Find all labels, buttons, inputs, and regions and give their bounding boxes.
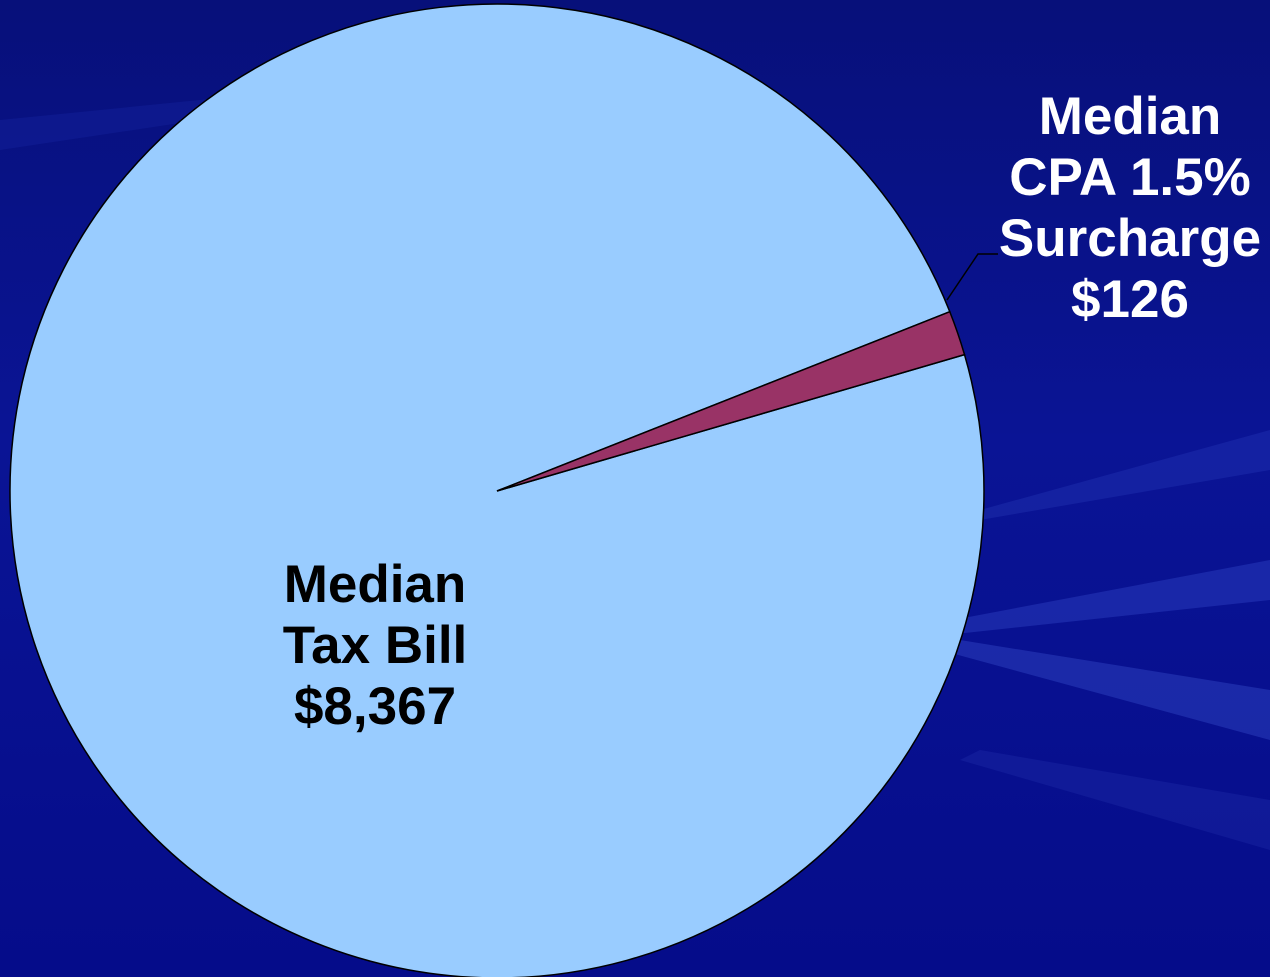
cpa-label-line-3: Surcharge [998,209,1262,268]
cpa-surcharge-slice [496,310,966,492]
cpa-surcharge-data-label: Median CPA 1.5% Surcharge $126 [990,86,1270,330]
tax-label-line-1: Median [283,555,467,614]
tax-label-line-2: Tax Bill [282,616,468,675]
cpa-label-leader-line [946,253,998,301]
cpa-label-line-2: CPA 1.5% [1009,148,1251,207]
tax-bill-data-label: Median Tax Bill $8,367 [240,554,510,737]
cpa-label-line-4: $126 [1071,270,1189,329]
pie-slices [9,3,985,977]
cpa-label-line-1: Median [1038,87,1222,146]
tax-label-line-3: $8,367 [293,677,457,736]
